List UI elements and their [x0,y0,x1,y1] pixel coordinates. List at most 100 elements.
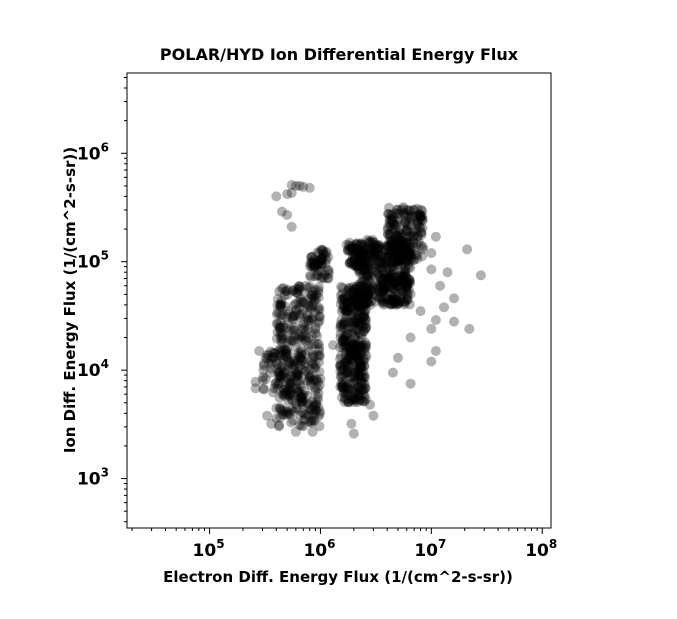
data-point [300,358,310,368]
data-point [343,297,354,308]
data-point [310,363,321,374]
data-point [303,369,314,380]
data-point [359,313,370,324]
data-point [362,298,373,309]
data-point [344,282,355,293]
data-point [312,392,323,403]
data-point [356,259,367,270]
data-point [402,252,413,263]
y-tick-label: 106 [77,140,109,164]
data-point [274,348,285,359]
data-point [398,251,408,262]
data-point [373,243,384,254]
data-point [314,380,325,391]
data-point [339,396,350,407]
data-point [307,408,318,419]
data-point [274,309,285,320]
data-point [335,299,346,310]
data-point [258,365,269,376]
data-point [259,384,269,395]
data-point [309,261,320,272]
data-point [358,239,369,250]
data-point [345,314,356,325]
data-point [335,332,346,343]
data-point [359,250,370,261]
data-point [273,293,283,304]
data-point [278,344,289,355]
data-point [353,289,364,300]
data-point [271,333,282,344]
data-point [384,269,395,280]
data-point [348,288,359,299]
data-point [400,238,411,249]
data-point [290,342,301,352]
data-point [349,377,360,388]
data-point [385,268,396,279]
data-point [402,220,413,230]
data-point [352,340,363,351]
data-point [317,245,328,256]
data-point [293,283,304,294]
data-point [399,266,410,277]
data-point [319,273,329,284]
data-point [298,390,309,401]
data-point [304,301,315,312]
data-point [276,327,287,338]
data-point [385,228,396,239]
data-point [392,249,403,260]
data-point [357,275,368,286]
data-point [449,293,459,304]
data-point [404,255,415,266]
data-point [379,269,390,280]
data-point [361,323,371,334]
data-point [359,396,370,407]
data-point [386,282,396,293]
data-point [298,318,309,329]
data-point [293,369,304,380]
data-point [343,283,354,294]
data-point [390,253,400,264]
data-point [365,299,376,310]
data-point [279,409,290,420]
data-point [403,233,414,244]
data-point [307,349,318,360]
data-point [367,234,378,245]
data-point [279,344,290,355]
data-point [306,290,317,301]
data-point [393,280,404,291]
data-point [349,307,360,318]
data-point [286,335,296,346]
data-point [344,363,355,374]
data-point [308,262,318,273]
data-point [340,341,351,352]
data-point [388,283,399,294]
data-point [402,288,413,299]
data-point [354,371,365,382]
data-point [348,250,359,261]
data-point [288,285,299,296]
data-point [386,236,397,247]
data-point [357,290,367,301]
data-point [353,349,363,360]
data-point [299,360,310,371]
data-point [360,293,371,304]
data-point [277,389,288,400]
data-point [335,353,346,364]
data-point [307,330,317,341]
data-point [314,282,324,293]
data-point [464,323,475,334]
data-point [302,313,312,324]
data-point [359,275,370,286]
data-point [344,285,355,296]
data-point [406,213,417,224]
data-point [378,299,389,310]
data-point [362,234,373,245]
data-point [299,287,310,298]
data-point [339,387,349,398]
data-point [293,348,304,358]
data-point [346,295,357,306]
data-point [285,379,296,390]
data-point [311,259,322,270]
data-point [390,251,401,261]
data-point [296,332,307,342]
